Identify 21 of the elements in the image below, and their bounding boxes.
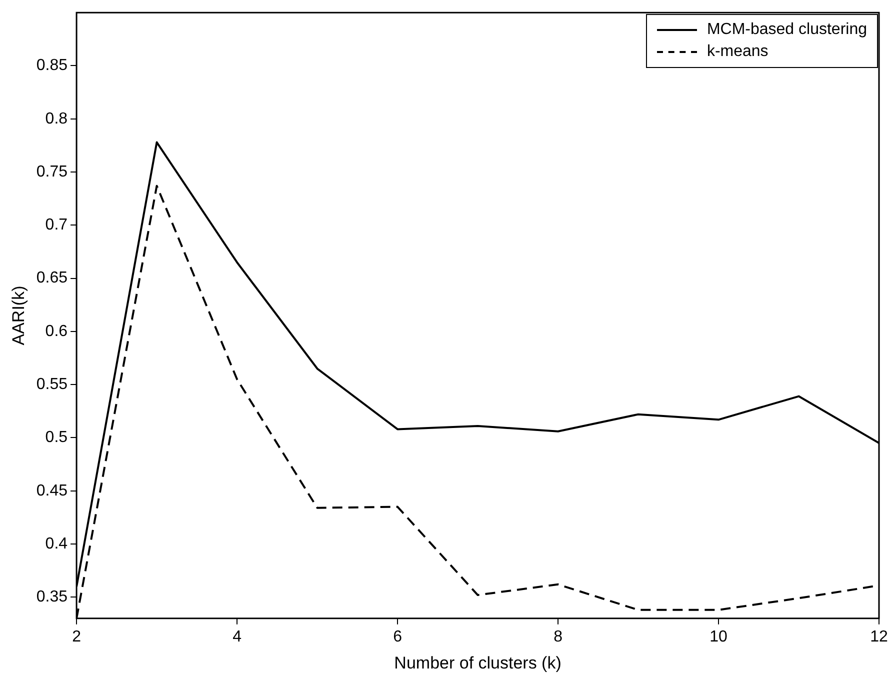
y-tick-label: 0.8 — [45, 110, 68, 128]
x-tick-label: 10 — [710, 628, 728, 646]
x-tick-label: 8 — [554, 628, 563, 646]
x-axis-title: Number of clusters (k) — [394, 653, 562, 672]
y-tick-label: 0.5 — [45, 429, 68, 446]
legend-label: k-means — [706, 42, 768, 62]
y-tick-label: 0.6 — [45, 322, 68, 340]
x-tick-label: 2 — [72, 628, 82, 646]
y-axis-title: AARI(k) — [8, 286, 28, 346]
y-tick-label: 0.35 — [36, 588, 68, 606]
legend-label: MCM-based clustering — [706, 20, 867, 40]
x-tick-label: 6 — [393, 628, 402, 646]
y-tick-label: 0.75 — [36, 163, 68, 180]
y-tick-label: 0.4 — [45, 535, 68, 552]
y-tick-label: 0.85 — [36, 57, 68, 74]
x-tick-label: 4 — [232, 628, 242, 646]
y-tick-label: 0.45 — [36, 482, 68, 500]
y-tick-label: 0.55 — [36, 376, 68, 393]
y-tick-label: 0.7 — [45, 216, 68, 234]
y-tick-label: 0.65 — [36, 270, 68, 287]
x-tick-label: 12 — [870, 628, 888, 646]
